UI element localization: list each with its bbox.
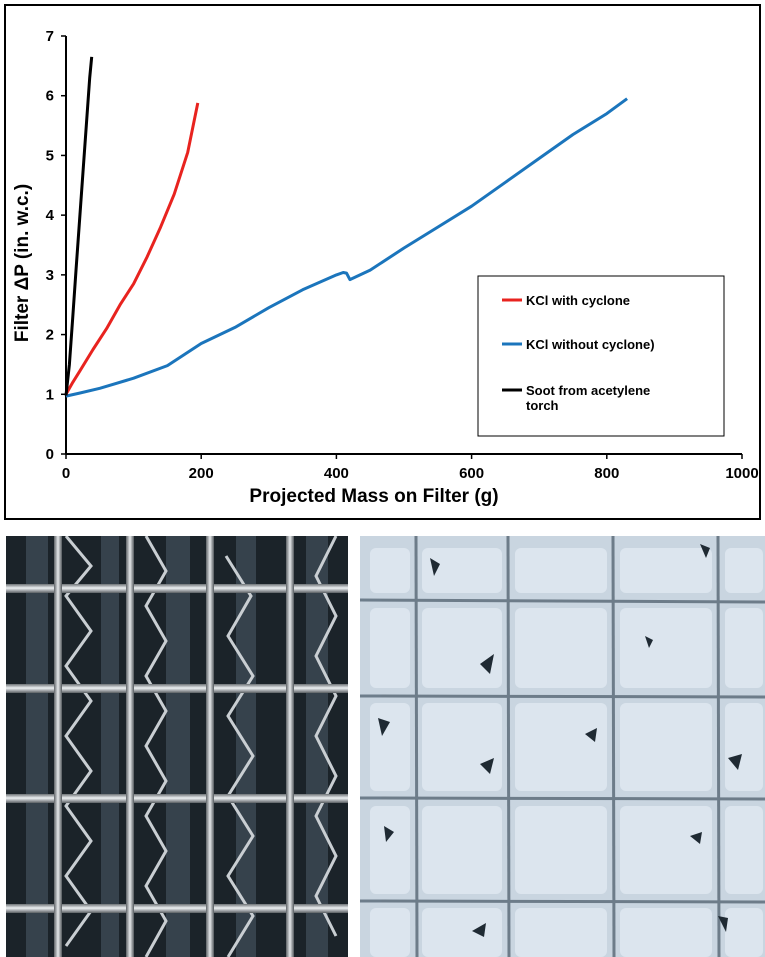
y-tick-label: 1 [46,386,54,403]
chart: 0 1 2 3 4 5 6 7 0 200 400 600 800 1000 Projected Mass… [12,28,759,507]
tick-labels: 0 1 2 3 4 5 6 7 0 200 400 600 800 1000 [46,28,759,482]
series-line-kcl-with-cyclone [64,102,200,396]
x-tick-label: 600 [459,465,484,482]
legend-box [477,275,725,437]
x-axis-title: Projected Mass on Filter (g) [249,486,498,507]
series-line-soot [64,56,94,396]
y-tick-label: 4 [46,207,55,224]
y-tick-label: 6 [46,88,54,105]
series-lines [64,56,628,398]
y-tick-label: 7 [46,28,54,45]
legend-label-kcl-with-cyclone: KCl with cyclone [526,293,630,308]
series-line-kcl-without-cyclone [65,97,628,398]
legend: KCl with cyclone KCl without cyclone) So… [477,275,725,437]
clean-metal-filter-grid-photo-icon [6,536,348,957]
y-axis-title: Filter ΔP (in. w.c.) [12,184,33,342]
chart-panel: 0 1 2 3 4 5 6 7 0 200 400 600 800 1000 Projected Mass… [4,4,761,520]
y-tick-label: 3 [46,267,54,284]
clean-filter-photo [6,536,348,957]
x-tick-label: 400 [324,465,349,482]
legend-label-soot: Soot from acetylene torch [526,383,650,413]
dust-loaded-filter-photo [360,536,765,957]
dust-loaded-filter-grid-photo-icon [360,536,765,957]
y-tick-label: 2 [46,327,54,344]
y-tick-label: 0 [46,446,54,463]
legend-label-kcl-without-cyclone: KCl without cyclone) [526,337,655,352]
x-tick-label: 200 [189,465,214,482]
x-tick-label: 800 [594,465,619,482]
y-tick-label: 5 [46,147,54,164]
x-tick-label: 0 [62,465,70,482]
x-tick-label: 1000 [725,465,758,482]
